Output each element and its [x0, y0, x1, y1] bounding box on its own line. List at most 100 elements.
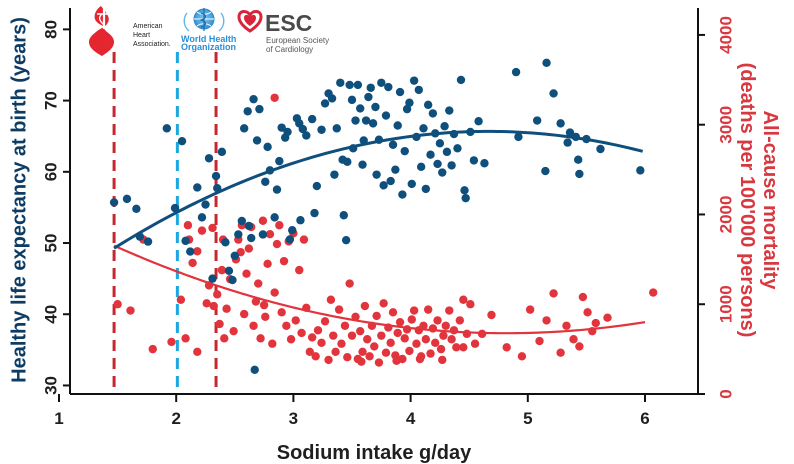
mortality-point-87 — [393, 328, 402, 338]
mortality-point-131 — [588, 326, 597, 336]
bottom-tick-label-1: 2 — [171, 409, 180, 428]
mortality-point-40 — [272, 239, 282, 249]
mortality-point-50 — [297, 328, 306, 338]
svg-text:Association.: Association. — [133, 41, 171, 48]
life-expectancy-point-60 — [339, 211, 348, 220]
life-expectancy-point-122 — [542, 58, 551, 68]
mortality-point-140 — [357, 357, 366, 366]
svg-text:Heart: Heart — [133, 32, 150, 39]
mortality-point-67 — [345, 279, 354, 288]
mortality-point-39 — [270, 288, 279, 297]
mortality-point-64 — [337, 339, 346, 348]
life-expectancy-point-9 — [186, 247, 195, 256]
bottom-tick-label-4: 5 — [523, 409, 532, 428]
life-expectancy-point-78 — [377, 78, 386, 87]
life-expectancy-point-127 — [571, 132, 581, 142]
mortality-point-143 — [438, 355, 447, 365]
life-expectancy-point-72 — [364, 92, 373, 102]
mortality-point-98 — [419, 321, 428, 330]
mortality-point-103 — [431, 338, 440, 348]
life-expectancy-point-30 — [252, 136, 262, 145]
mortality-point-35 — [261, 312, 270, 321]
life-expectancy-point-47 — [298, 124, 307, 134]
mortality-point-36 — [263, 259, 272, 269]
mortality-point-124 — [549, 289, 558, 298]
mortality-point-121 — [525, 305, 535, 314]
life-expectancy-point-98 — [423, 100, 433, 110]
life-expectancy-point-61 — [341, 235, 351, 245]
life-expectancy-point-27 — [247, 233, 256, 243]
life-expectancy-point-56 — [330, 170, 339, 179]
life-expectancy-point-94 — [414, 85, 424, 95]
life-expectancy-point-3 — [135, 232, 145, 241]
mortality-point-82 — [381, 348, 391, 357]
mortality-point-123 — [542, 316, 551, 325]
svg-text:American: American — [133, 23, 163, 30]
life-expectancy-point-23 — [237, 216, 247, 226]
mortality-point-38 — [268, 339, 277, 348]
life-expectancy-point-131 — [596, 144, 605, 154]
mortality-trend-line — [113, 244, 646, 335]
life-expectancy-point-46 — [296, 216, 305, 225]
mortality-point-139 — [270, 93, 279, 102]
mortality-point-119 — [502, 343, 511, 352]
life-expectancy-point-97 — [421, 184, 431, 194]
life-expectancy-point-50 — [310, 208, 319, 218]
life-expectancy-point-32 — [258, 230, 268, 239]
life-expectancy-point-41 — [283, 127, 292, 137]
mortality-point-78 — [372, 311, 381, 321]
mortality-point-84 — [386, 338, 395, 348]
mortality-point-141 — [392, 356, 401, 365]
mortality-point-31 — [251, 297, 261, 306]
life-expectancy-point-29 — [250, 365, 259, 374]
life-expectancy-point-39 — [277, 123, 286, 132]
mortality-point-93 — [407, 315, 416, 324]
life-expectancy-point-19 — [224, 266, 234, 275]
bottom-tick-label-3: 4 — [406, 409, 416, 428]
mortality-point-33 — [256, 334, 265, 343]
life-expectancy-point-79 — [379, 181, 388, 190]
mortality-point-99 — [421, 335, 431, 344]
life-expectancy-point-130 — [582, 134, 591, 144]
life-expectancy-point-36 — [270, 213, 279, 222]
mortality-point-107 — [441, 321, 450, 330]
mortality-point-73 — [360, 301, 370, 311]
mortality-point-113 — [459, 295, 468, 304]
life-expectancy-point-132 — [636, 166, 645, 175]
mortality-point-30 — [249, 321, 258, 330]
life-expectancy-point-90 — [405, 98, 414, 107]
bottom-tick-label-5: 6 — [640, 409, 649, 428]
life-expectancy-point-21 — [230, 251, 239, 261]
life-expectancy-point-80 — [381, 111, 391, 120]
life-expectancy-point-62 — [343, 157, 352, 167]
life-expectancy-point-116 — [474, 117, 483, 126]
mortality-point-69 — [351, 312, 360, 321]
mortality-point-133 — [603, 313, 612, 322]
right-tick-label-1: 1000 — [716, 285, 735, 323]
life-expectancy-point-0 — [109, 198, 119, 207]
life-expectancy-point-85 — [393, 121, 402, 130]
svg-text:European Society: European Society — [266, 36, 329, 45]
left-tick-label-3: 60 — [41, 162, 60, 181]
life-expectancy-point-34 — [263, 142, 272, 152]
life-expectancy-point-43 — [288, 225, 297, 235]
mortality-point-18 — [217, 265, 227, 275]
life-expectancy-point-58 — [336, 78, 345, 87]
life-expectancy-point-38 — [275, 156, 284, 166]
life-expectancy-point-96 — [419, 124, 428, 133]
mortality-point-32 — [254, 279, 263, 288]
mortality-point-15 — [209, 301, 218, 311]
mortality-point-11 — [197, 226, 207, 235]
life-expectancy-point-84 — [391, 165, 400, 174]
mortality-point-129 — [578, 292, 588, 302]
life-expectancy-point-109 — [449, 129, 459, 139]
life-expectancy-point-18 — [221, 238, 230, 247]
life-expectancy-point-93 — [412, 132, 421, 142]
mortality-point-59 — [324, 355, 333, 365]
life-expectancy-point-8 — [181, 236, 190, 246]
right-tick-label-2: 2000 — [716, 196, 735, 234]
mortality-point-72 — [358, 347, 367, 357]
guides-layer — [112, 52, 218, 394]
mortality-point-26 — [239, 309, 249, 319]
